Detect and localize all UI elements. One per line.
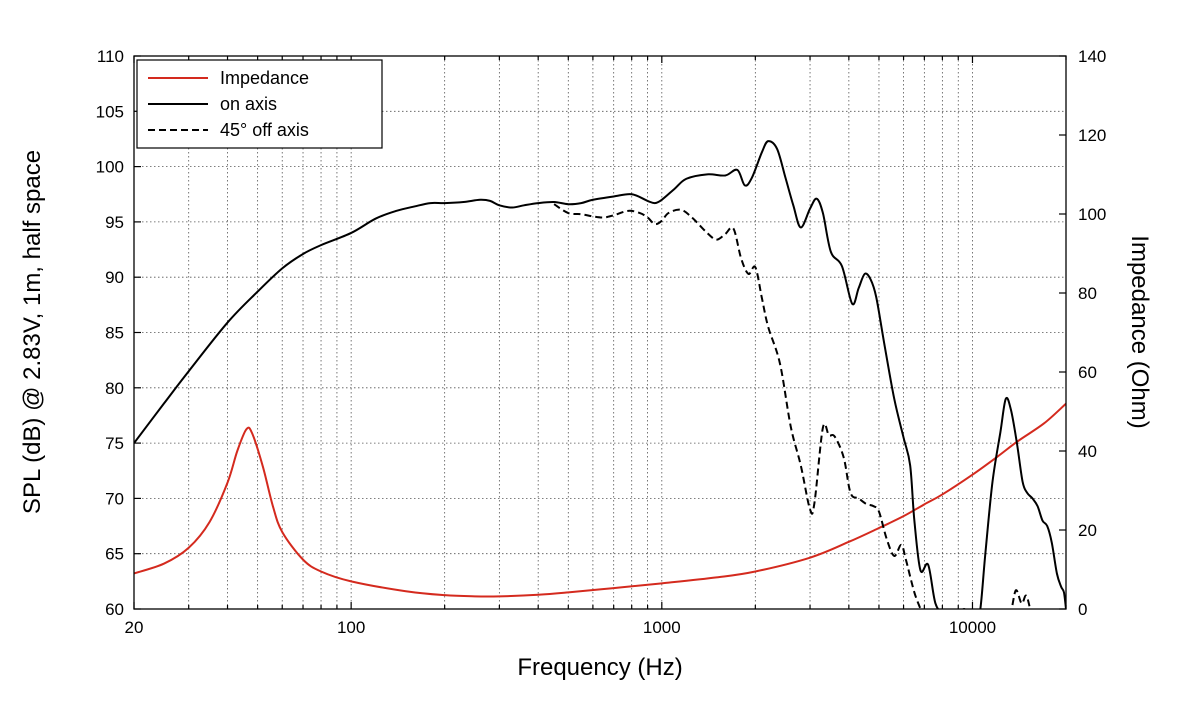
x-axis-title: Frequency (Hz) [517,654,682,681]
series-line-on-axis [134,140,1066,609]
legend-label-impedance: Impedance [220,68,309,88]
y-left-tick-label: 105 [96,102,124,121]
y-axis-right-title: Impedance (Ohm) [1126,235,1153,428]
y-left-tick-label: 80 [105,379,124,398]
series-line-impedance [134,402,1066,598]
y-right-tick-label: 80 [1078,284,1097,303]
y-left-tick-label: 110 [97,47,124,66]
x-tick-label: 100 [337,618,365,637]
legend: Impedance on axis 45° off axis [136,59,383,149]
y-axis-left-title: SPL (dB) @ 2.83V, 1m, half space [19,150,46,514]
y-right-tick-label: 120 [1078,126,1106,145]
y-left-tick-label: 90 [105,268,124,287]
y-right-tick-label: 140 [1078,47,1106,66]
series-line-45-off-axis [553,203,1032,609]
y-left-tick-label: 60 [105,600,124,619]
y-left-tick-label: 85 [105,324,124,343]
legend-label-off-axis: 45° off axis [220,120,309,140]
y-right-tick-label: 60 [1078,363,1097,382]
x-tick-label: 20 [125,618,144,637]
x-tick-label: 1000 [643,618,681,637]
y-left-tick-label: 65 [105,545,124,564]
y-left-tick-label: 75 [105,434,124,453]
legend-label-on-axis: on axis [220,94,277,114]
y-right-tick-label: 40 [1078,442,1097,461]
y-right-tick-label: 100 [1078,205,1106,224]
y-right-tick-label: 20 [1078,521,1097,540]
y-left-tick-label: 95 [105,213,124,232]
series-group [134,140,1066,609]
axis-ticks [133,55,1067,610]
y-left-tick-label: 100 [96,158,124,177]
y-right-tick-label: 0 [1078,600,1087,619]
x-tick-label: 10000 [949,618,996,637]
y-left-tick-label: 70 [105,489,124,508]
tick-labels: 20 100 1000 10000 60 65 70 75 80 85 90 95 100 105 110 0… [96,47,1107,637]
